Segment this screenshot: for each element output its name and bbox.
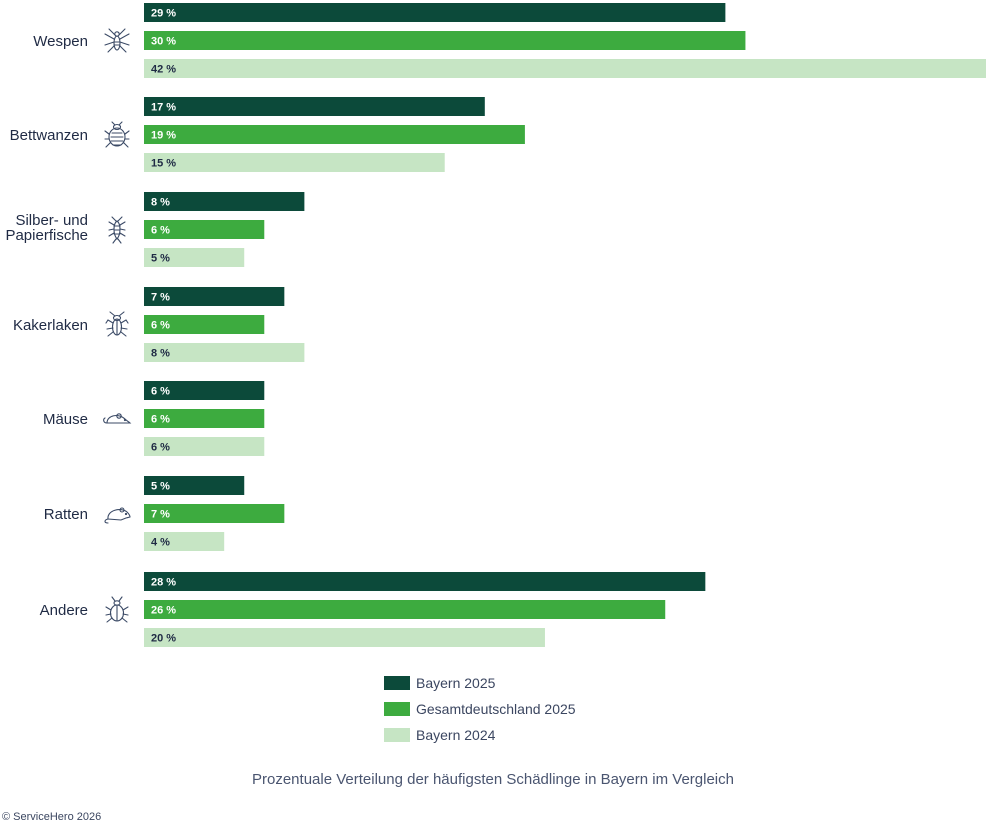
data-label: 19 % <box>151 130 176 142</box>
legend-label: Bayern 2025 <box>416 675 496 691</box>
data-label: 5 % <box>151 481 170 493</box>
data-label: 6 % <box>151 320 170 332</box>
bar <box>144 628 545 647</box>
mouse-icon <box>103 413 132 424</box>
silverfish-icon <box>108 216 126 244</box>
legend-item-bayern-2025: Bayern 2025 <box>384 670 576 696</box>
cockroach-icon <box>105 311 129 337</box>
bar <box>144 153 445 172</box>
bar <box>144 125 525 144</box>
bar <box>144 220 265 239</box>
bar <box>144 315 265 334</box>
legend-item-bayern-2024: Bayern 2024 <box>384 722 576 748</box>
legend-label: Gesamtdeutschland 2025 <box>416 701 576 717</box>
category-label: Papierfische <box>5 227 88 244</box>
data-label: 6 % <box>151 414 170 426</box>
data-label: 8 % <box>151 348 170 360</box>
bar <box>144 97 485 116</box>
legend-swatch <box>384 676 410 690</box>
data-label: 7 % <box>151 292 170 304</box>
bar <box>144 381 265 400</box>
data-label: 17 % <box>151 102 176 114</box>
legend-label: Bayern 2024 <box>416 727 496 743</box>
data-label: 6 % <box>151 225 170 237</box>
data-label: 15 % <box>151 158 176 170</box>
bar <box>144 343 305 362</box>
category-label: Ratten <box>44 506 88 523</box>
chart-caption: Prozentuale Verteilung der häufigsten Sc… <box>252 771 734 788</box>
data-label: 30 % <box>151 36 176 48</box>
category-label: Andere <box>40 602 88 619</box>
data-label: 28 % <box>151 577 176 589</box>
wasp-icon <box>104 28 130 53</box>
data-label: 7 % <box>151 509 170 521</box>
bar <box>144 248 245 267</box>
bar <box>144 192 305 211</box>
data-label: 6 % <box>151 386 170 398</box>
data-label: 8 % <box>151 197 170 209</box>
data-label: 5 % <box>151 253 170 265</box>
bar <box>144 409 265 428</box>
legend-swatch <box>384 728 410 742</box>
bar <box>144 59 986 78</box>
bar <box>144 437 265 456</box>
bar <box>144 504 285 523</box>
rat-icon <box>104 507 131 524</box>
category-label: Mäuse <box>43 411 88 428</box>
data-label: 42 % <box>151 64 176 76</box>
data-label: 20 % <box>151 633 176 645</box>
data-label: 6 % <box>151 442 170 454</box>
bar <box>144 31 746 50</box>
legend-swatch <box>384 702 410 716</box>
legend-item-gesamtdeutschland-2025: Gesamtdeutschland 2025 <box>384 696 576 722</box>
category-label: Wespen <box>33 33 88 50</box>
data-label: 4 % <box>151 537 170 549</box>
bar <box>144 3 726 22</box>
category-label: Kakerlaken <box>13 317 88 334</box>
category-label: Silber- und <box>15 212 88 229</box>
data-label: 26 % <box>151 605 176 617</box>
bar <box>144 476 245 495</box>
copyright: © ServiceHero 2026 <box>2 811 102 823</box>
bar <box>144 287 285 306</box>
bedbug-icon <box>104 121 130 148</box>
bar <box>144 600 666 619</box>
legend: Bayern 2025 Gesamtdeutschland 2025 Bayer… <box>384 670 576 748</box>
beetle-icon <box>105 596 129 623</box>
bar <box>144 572 706 591</box>
data-label: 29 % <box>151 8 176 20</box>
category-label: Bettwanzen <box>10 127 88 144</box>
bar <box>144 532 225 551</box>
